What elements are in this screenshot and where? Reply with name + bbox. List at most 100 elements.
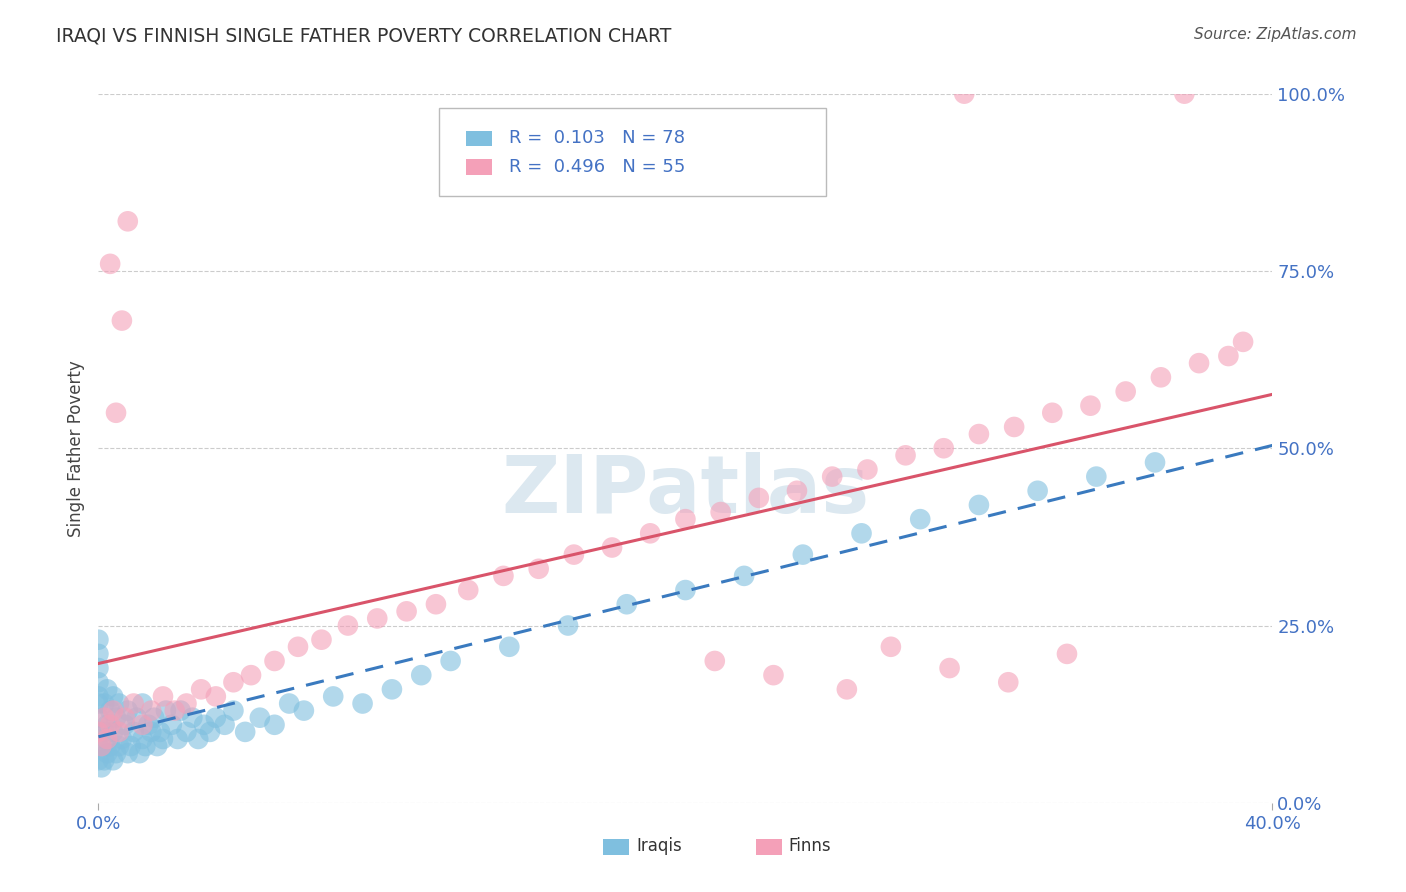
Point bbox=[96, 746, 118, 760]
Point bbox=[214, 718, 236, 732]
Point bbox=[675, 583, 697, 598]
Point bbox=[169, 704, 191, 718]
Point bbox=[122, 724, 145, 739]
Point bbox=[527, 562, 550, 576]
Point bbox=[233, 724, 256, 739]
Point bbox=[938, 661, 960, 675]
Point bbox=[87, 632, 110, 647]
Point bbox=[1115, 384, 1137, 399]
Point bbox=[600, 541, 623, 555]
Point bbox=[498, 640, 520, 654]
Point bbox=[128, 746, 150, 760]
Point bbox=[117, 704, 139, 718]
Point bbox=[967, 427, 990, 442]
Point bbox=[562, 548, 585, 562]
Point bbox=[108, 724, 131, 739]
Point bbox=[166, 731, 188, 746]
Point bbox=[1188, 356, 1211, 370]
Point bbox=[1040, 406, 1063, 420]
Point bbox=[1173, 87, 1195, 101]
Y-axis label: Single Father Poverty: Single Father Poverty bbox=[67, 359, 86, 537]
Point bbox=[90, 739, 112, 753]
Point bbox=[114, 718, 136, 732]
Point bbox=[1056, 647, 1078, 661]
Point bbox=[111, 731, 134, 746]
Point bbox=[152, 731, 174, 746]
Point bbox=[457, 583, 479, 598]
Point bbox=[117, 214, 139, 228]
Point bbox=[366, 611, 388, 625]
Point bbox=[263, 718, 285, 732]
Point bbox=[93, 697, 115, 711]
Point bbox=[155, 704, 177, 718]
Point bbox=[87, 647, 110, 661]
Point bbox=[93, 753, 115, 767]
Point bbox=[146, 739, 169, 753]
Point bbox=[381, 682, 404, 697]
Point bbox=[1150, 370, 1173, 384]
Point bbox=[240, 668, 263, 682]
Point bbox=[143, 711, 166, 725]
Point bbox=[292, 704, 315, 718]
Point bbox=[616, 597, 638, 611]
Point bbox=[733, 569, 755, 583]
Point bbox=[557, 618, 579, 632]
Point bbox=[1002, 420, 1025, 434]
Point bbox=[87, 675, 110, 690]
Point bbox=[87, 711, 110, 725]
Point bbox=[98, 739, 121, 753]
Point bbox=[786, 483, 808, 498]
Point bbox=[835, 682, 858, 697]
Point bbox=[96, 682, 118, 697]
Point bbox=[352, 697, 374, 711]
Point bbox=[122, 697, 145, 711]
Point bbox=[108, 697, 131, 711]
Text: Finns: Finns bbox=[789, 837, 831, 855]
Point bbox=[932, 441, 955, 455]
Point bbox=[953, 87, 976, 101]
Point bbox=[96, 718, 118, 732]
Point bbox=[205, 690, 228, 704]
Text: Iraqis: Iraqis bbox=[636, 837, 682, 855]
Point bbox=[96, 731, 118, 746]
Point bbox=[87, 724, 110, 739]
Point bbox=[710, 505, 733, 519]
Point bbox=[141, 704, 163, 718]
FancyBboxPatch shape bbox=[603, 839, 628, 855]
Point bbox=[120, 739, 142, 753]
Point bbox=[87, 690, 110, 704]
Point bbox=[136, 718, 159, 732]
Point bbox=[1144, 455, 1167, 469]
Point bbox=[90, 739, 112, 753]
Point bbox=[114, 711, 136, 725]
Point bbox=[287, 640, 309, 654]
Text: R =  0.496   N = 55: R = 0.496 N = 55 bbox=[509, 158, 686, 176]
Point bbox=[176, 724, 198, 739]
Point bbox=[105, 711, 128, 725]
Point bbox=[1232, 334, 1254, 349]
Text: R =  0.103   N = 78: R = 0.103 N = 78 bbox=[509, 129, 685, 147]
FancyBboxPatch shape bbox=[756, 839, 782, 855]
Point bbox=[894, 448, 917, 462]
Point bbox=[1026, 483, 1049, 498]
FancyBboxPatch shape bbox=[465, 159, 492, 175]
Point bbox=[675, 512, 697, 526]
FancyBboxPatch shape bbox=[439, 108, 827, 196]
Point bbox=[198, 724, 221, 739]
Text: IRAQI VS FINNISH SINGLE FATHER POVERTY CORRELATION CHART: IRAQI VS FINNISH SINGLE FATHER POVERTY C… bbox=[56, 27, 672, 45]
Point bbox=[425, 597, 447, 611]
Point bbox=[181, 711, 204, 725]
Point bbox=[222, 704, 245, 718]
Point bbox=[187, 731, 209, 746]
Point bbox=[134, 739, 156, 753]
Point bbox=[249, 711, 271, 725]
Point bbox=[101, 690, 124, 704]
Point bbox=[748, 491, 770, 505]
FancyBboxPatch shape bbox=[465, 130, 492, 146]
Point bbox=[98, 718, 121, 732]
Point bbox=[131, 718, 153, 732]
Point bbox=[87, 724, 110, 739]
Point bbox=[101, 704, 124, 718]
Point bbox=[160, 718, 183, 732]
Point bbox=[910, 512, 932, 526]
